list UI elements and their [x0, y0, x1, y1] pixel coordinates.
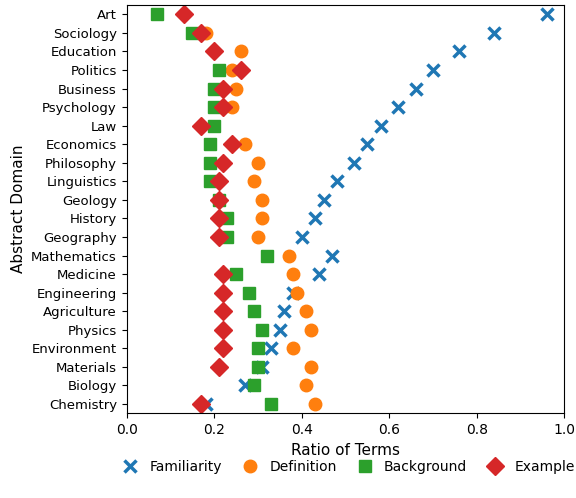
Legend: Familiarity, Definition, Background, Example: Familiarity, Definition, Background, Exa…	[111, 455, 576, 480]
X-axis label: Ratio of Terms: Ratio of Terms	[291, 443, 400, 458]
Y-axis label: Abstract Domain: Abstract Domain	[11, 145, 26, 273]
